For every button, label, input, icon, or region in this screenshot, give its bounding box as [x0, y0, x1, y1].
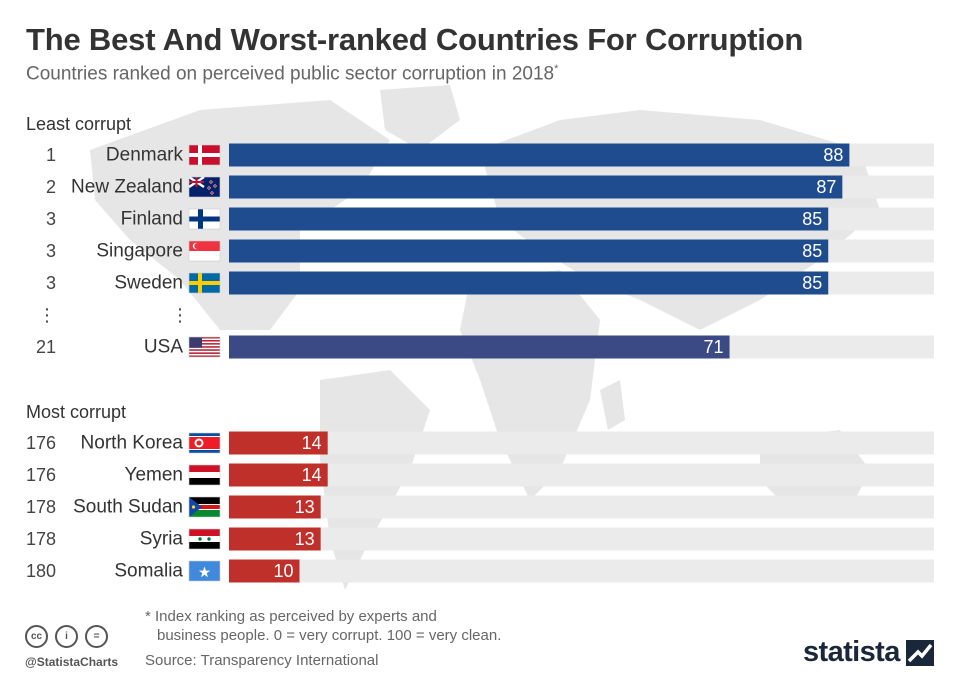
bar-value-label: 87 [816, 177, 836, 197]
bar [229, 431, 328, 455]
bar-value-label: 85 [802, 273, 822, 293]
bar-value-label: 85 [802, 241, 822, 261]
bar [229, 463, 328, 487]
bar [229, 143, 850, 167]
bar [229, 495, 321, 519]
rank-label: 21 [36, 337, 56, 357]
twitter-handle: @StatistaCharts [25, 655, 119, 669]
bar-value-label: 14 [302, 433, 322, 453]
statista-logo[interactable]: statista [803, 636, 934, 669]
rank-label: 176 [26, 433, 56, 453]
bar-track [229, 559, 934, 583]
attribution-icon: i [55, 625, 78, 648]
bar-track [229, 431, 934, 455]
somalia-flag-icon [188, 560, 221, 582]
rank-label: 176 [26, 465, 56, 485]
country-label: New Zealand [71, 177, 183, 198]
country-label: USA [144, 337, 183, 358]
north-korea-flag-icon [188, 432, 221, 454]
bar [229, 335, 730, 359]
bar-value-label: 71 [704, 337, 724, 357]
sweden-flag-icon [188, 272, 221, 294]
section-label-least: Least corrupt [26, 114, 132, 134]
rank-label: 2 [46, 177, 56, 197]
country-label: Yemen [125, 465, 183, 486]
bar-track [229, 527, 934, 551]
new-zealand-flag-icon [188, 175, 221, 198]
subtitle-footnote-mark: * [554, 63, 559, 75]
footnote-line-2: business people. 0 = very corrupt. 100 =… [157, 627, 502, 644]
creative-commons-icon: cc [25, 625, 48, 648]
chart-title: The Best And Worst-ranked Countries For … [26, 22, 804, 57]
bar [229, 527, 321, 551]
rank-label: 178 [26, 529, 56, 549]
country-label: Somalia [114, 561, 183, 582]
finland-flag-icon [188, 208, 221, 230]
singapore-flag-icon [188, 240, 221, 262]
statista-wordmark: statista [803, 636, 900, 668]
bar [229, 175, 843, 199]
usa-flag-icon [188, 336, 221, 358]
rank-label: 1 [46, 145, 56, 165]
rank-label: 3 [46, 241, 56, 261]
denmark-flag-icon [188, 144, 221, 166]
rank-label: 3 [46, 209, 56, 229]
source-text: Source: Transparency International [145, 652, 379, 669]
section-label-most: Most corrupt [26, 402, 127, 422]
rank-label: 180 [26, 561, 56, 581]
bar-track [229, 463, 934, 487]
bar-value-label: 88 [823, 145, 843, 165]
bar [229, 559, 300, 583]
bar [229, 207, 829, 231]
country-label: Syria [140, 529, 184, 550]
chart-subtitle: Countries ranked on perceived public sec… [26, 63, 559, 85]
country-label: Finland [121, 209, 183, 230]
footnote-line-1: * Index ranking as perceived by experts … [145, 608, 437, 625]
rank-label: 178 [26, 497, 56, 517]
footnote: * Index ranking as perceived by experts … [145, 607, 501, 645]
bar-value-label: 13 [295, 529, 315, 549]
ellipsis-label: ⋮ [171, 305, 189, 325]
bar-value-label: 85 [802, 209, 822, 229]
yemen-flag-icon [188, 464, 221, 486]
south-sudan-flag-icon [188, 496, 221, 518]
bar-value-label: 13 [295, 497, 315, 517]
country-label: North Korea [81, 433, 184, 454]
rank-label: ⋮ [38, 305, 56, 325]
country-label: South Sudan [73, 497, 183, 518]
country-label: Singapore [96, 241, 183, 262]
bar-value-label: 14 [302, 465, 322, 485]
bar [229, 271, 829, 295]
rank-label: 3 [46, 273, 56, 293]
country-label: Denmark [106, 145, 184, 166]
bar-value-label: 10 [273, 561, 293, 581]
syria-flag-icon [188, 528, 221, 550]
license-icons: cc i = [25, 625, 108, 648]
country-label: Sweden [114, 273, 183, 294]
bar-track [229, 495, 934, 519]
bar [229, 239, 829, 263]
statista-logo-icon [905, 639, 934, 666]
no-derivatives-icon: = [85, 625, 108, 648]
